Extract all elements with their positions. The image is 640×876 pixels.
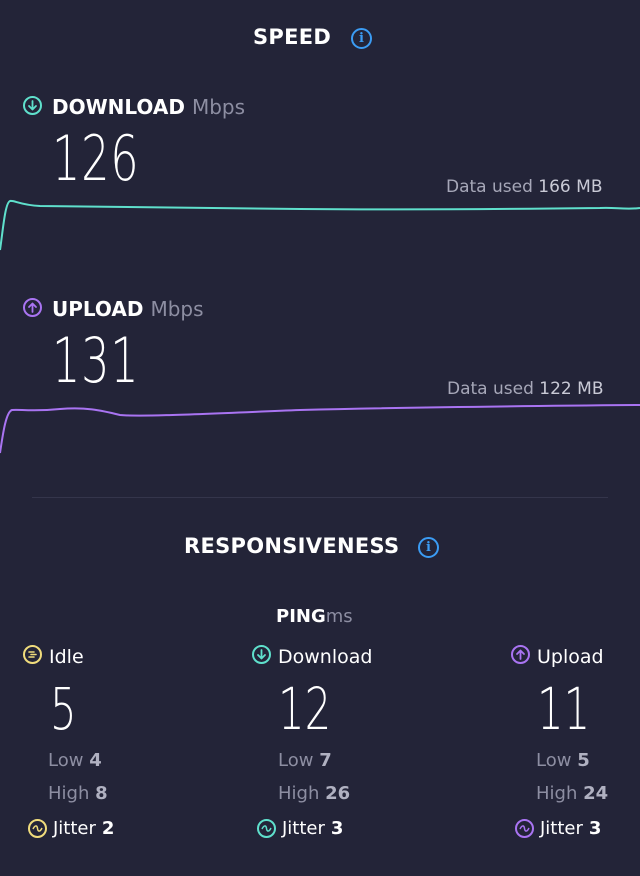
idle-label: Idle	[49, 646, 84, 668]
upload-speed-value: 131	[52, 324, 140, 397]
idle-jitter: Jitter 2	[28, 818, 114, 839]
jitter-wave-icon	[257, 819, 276, 838]
upload-data-used-label: Data used	[447, 379, 534, 399]
ping-download-value: 12	[278, 675, 332, 743]
ping-download-high: High 26	[278, 783, 350, 804]
upload-arrow-icon	[23, 298, 42, 317]
ping-download-low: Low 7	[278, 750, 332, 771]
ping-upload-low-value: 5	[577, 750, 590, 771]
ping-unit: ms	[325, 606, 353, 627]
ping-download-jitter: Jitter 3	[257, 818, 343, 839]
upload-data-used-value: 122 MB	[539, 379, 604, 399]
ping-upload-arrow-icon	[511, 645, 530, 664]
download-data-used-value: 166 MB	[538, 177, 603, 197]
ping-upload-jitter-label: Jitter	[540, 818, 583, 839]
ping-label: PING	[276, 606, 326, 627]
ping-download-arrow-icon	[252, 645, 271, 664]
responsiveness-info-icon[interactable]: i	[418, 537, 439, 558]
ping-upload-jitter: Jitter 3	[515, 818, 601, 839]
download-speed-value: 126	[52, 122, 140, 195]
ping-download-label: Download	[278, 646, 373, 668]
upload-speed-graph	[0, 404, 640, 454]
ping-upload-high-label: High	[536, 783, 578, 804]
download-unit: Mbps	[191, 95, 246, 119]
idle-low-label: Low	[48, 750, 84, 771]
ping-download-jitter-label: Jitter	[282, 818, 325, 839]
idle-high-label: High	[48, 783, 90, 804]
speed-title: SPEED	[253, 25, 332, 49]
upload-label-text: UPLOAD	[52, 297, 144, 321]
idle-ping-value: 5	[50, 675, 77, 743]
section-divider	[32, 497, 608, 498]
ping-upload-value: 11	[537, 675, 591, 743]
download-speed-graph	[0, 199, 640, 251]
idle-low-value: 4	[89, 750, 102, 771]
idle-jitter-value: 2	[101, 818, 115, 839]
upload-data-used: Data used 122 MB	[447, 379, 603, 399]
ping-upload-high-value: 24	[583, 783, 609, 804]
ping-upload-low-label: Low	[536, 750, 572, 771]
ping-upload-high: High 24	[536, 783, 608, 804]
idle-high: High 8	[48, 783, 108, 804]
ping-upload-jitter-value: 3	[588, 818, 602, 839]
ping-download-jitter-value: 3	[330, 818, 344, 839]
download-label: DOWNLOAD Mbps	[52, 95, 245, 119]
ping-upload-low: Low 5	[536, 750, 590, 771]
upload-label: UPLOAD Mbps	[52, 297, 204, 321]
responsiveness-title: RESPONSIVENESS	[184, 534, 400, 558]
download-label-text: DOWNLOAD	[52, 95, 185, 119]
jitter-wave-icon	[515, 819, 534, 838]
idle-icon	[23, 645, 42, 664]
upload-unit: Mbps	[150, 297, 204, 321]
download-arrow-icon	[23, 96, 42, 115]
ping-download-low-label: Low	[278, 750, 314, 771]
jitter-wave-icon	[28, 819, 47, 838]
ping-download-high-value: 26	[325, 783, 351, 804]
download-data-used: Data used 166 MB	[446, 177, 602, 197]
idle-jitter-label: Jitter	[53, 818, 96, 839]
idle-low: Low 4	[48, 750, 102, 771]
ping-download-low-value: 7	[319, 750, 332, 771]
ping-upload-label: Upload	[537, 646, 604, 668]
idle-high-value: 8	[95, 783, 108, 804]
speed-info-icon[interactable]: i	[351, 28, 372, 49]
ping-title: PINGms	[276, 606, 353, 627]
download-data-used-label: Data used	[446, 177, 533, 197]
ping-download-high-label: High	[278, 783, 320, 804]
